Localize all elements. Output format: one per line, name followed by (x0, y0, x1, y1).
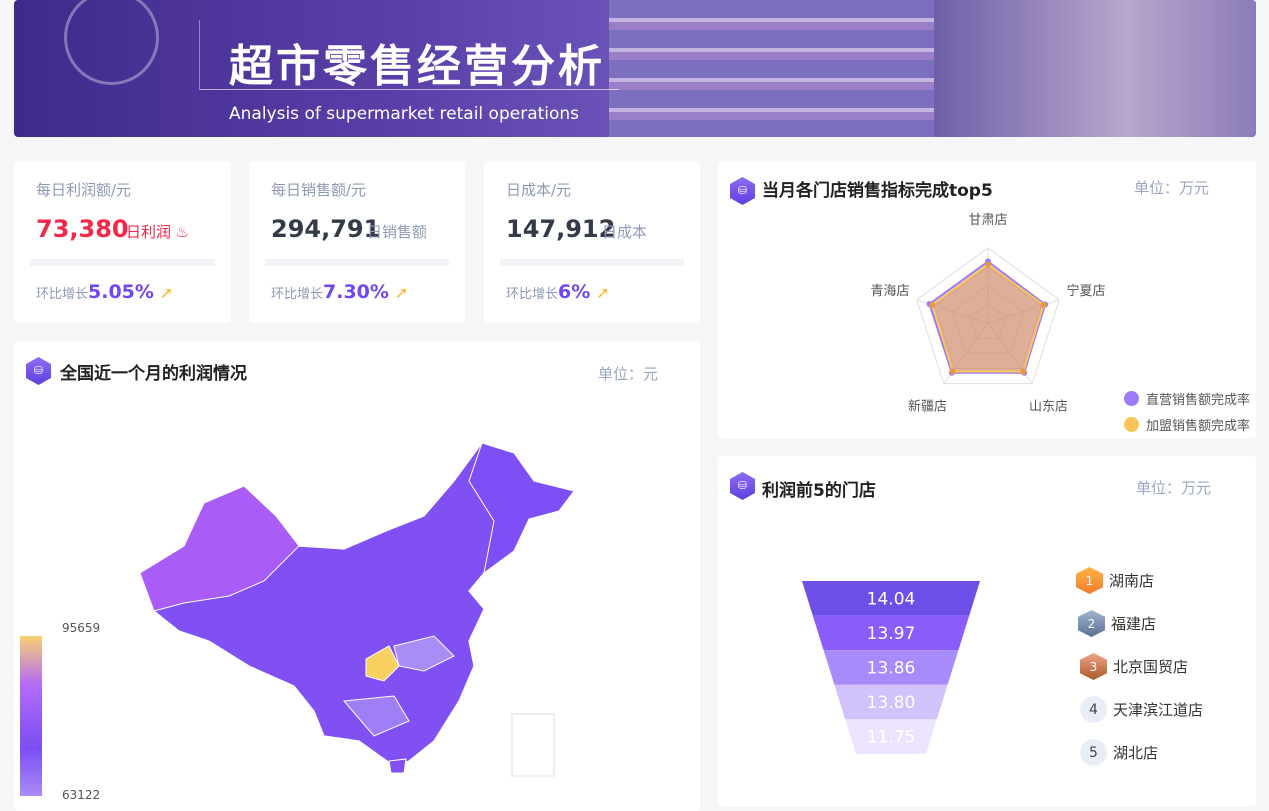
rank-item: 4 天津滨江道店 (1080, 696, 1203, 723)
panel-icon: ⛁ (730, 472, 755, 500)
trend-up-icon: ➚ (159, 283, 174, 302)
map-region-hubei (393, 635, 455, 672)
trend-up-icon: ➚ (394, 283, 409, 302)
funnel-label: 11.75 (867, 728, 916, 748)
kpi-card-cost: 日成本/元 147,912 日成本 环比增长6% ➚ (484, 161, 700, 323)
funnel-segment (823, 650, 959, 685)
bronze-medal-icon: 3 (1080, 653, 1107, 680)
visual-map-bar[interactable] (20, 636, 42, 796)
kpi-value: 147,912 (506, 215, 616, 243)
map-panel: ⛁ 全国近一个月的利润情况 单位：元 95659 63122 (14, 341, 700, 811)
radar-indicator-label: 甘肃店 (968, 213, 1007, 228)
map-region-hainan (388, 758, 407, 774)
funnel-label: 14.04 (867, 589, 916, 609)
panel-title: 全国近一个月的利润情况 (60, 364, 247, 384)
panel-unit: 单位：万元 (1136, 479, 1212, 497)
kpi-unit: 日利润 ♨ (126, 223, 190, 241)
rank-number: 5 (1080, 739, 1107, 766)
funnel-segment (812, 615, 970, 651)
legend-direct[interactable]: 直营销售额完成率 (1124, 389, 1250, 408)
visual-map-max: 95659 (62, 621, 100, 635)
kpi-label: 日成本/元 (506, 181, 572, 199)
banner-ring-decoration (64, 0, 159, 85)
kpi-card-profit: 每日利润额/元 73,380 日利润 ♨ 环比增长5.05% ➚ (14, 161, 231, 323)
radar-point (929, 301, 936, 308)
kpi-label: 每日利润额/元 (36, 181, 132, 199)
divider (30, 259, 215, 266)
radar-point (985, 261, 991, 268)
china-map[interactable]: 95659 63122 (14, 341, 700, 811)
funnel-label: 13.86 (867, 659, 916, 679)
legend-dot (1124, 391, 1139, 406)
rank-item: 3 北京国贸店 (1080, 653, 1188, 680)
page-title: 超市零售经营分析 (229, 41, 605, 92)
rank-item: 1 湖南店 (1076, 567, 1154, 594)
fire-icon: ♨ (175, 223, 190, 241)
panel-title: 利润前5的门店 (762, 481, 876, 501)
kpi-label: 每日销售额/元 (271, 181, 367, 199)
silver-medal-icon: 2 (1078, 610, 1105, 637)
funnel-panel: ⛁ 利润前5的门店 单位：万元 14.04 13.97 13.86 13.80 11.7… (718, 456, 1256, 806)
kpi-unit: 日销售额 (367, 223, 428, 241)
visual-map-min: 63122 (62, 788, 100, 802)
banner-image-shelves (609, 0, 934, 137)
map-region-chongqing (365, 645, 400, 682)
south-sea-inset (511, 713, 555, 777)
kpi-growth: 环比增长7.30% ➚ (271, 281, 409, 303)
radar-point (1040, 301, 1047, 308)
radar-indicator-label: 山东店 (1029, 399, 1068, 414)
map-region-xinjiang (139, 485, 300, 612)
legend-dot (1124, 417, 1139, 432)
banner-frame-decoration (199, 20, 619, 90)
page-subtitle: Analysis of supermarket retail operation… (229, 104, 580, 124)
divider (500, 259, 684, 266)
divider (265, 259, 449, 266)
banner-image-shopper (934, 0, 1256, 137)
radar-indicator-label: 宁夏店 (1066, 283, 1105, 299)
kpi-card-sales: 每日销售额/元 294,791 日销售额 环比增长7.30% ➚ (249, 161, 465, 323)
trend-up-icon: ➚ (596, 283, 610, 302)
map-region-northeast (468, 442, 575, 575)
panel-title: 当月各门店销售指标完成top5 (762, 181, 993, 201)
panel-unit: 单位：元 (598, 365, 659, 383)
funnel-chart: 14.04 13.97 13.86 13.80 11.75 (802, 581, 980, 754)
panel-unit: 单位：万元 (1134, 179, 1210, 197)
header-banner: 超市零售经营分析 Analysis of supermarket retail … (14, 0, 1256, 137)
rank-item: 5 湖北店 (1080, 739, 1158, 766)
funnel-segment (802, 581, 980, 616)
funnel-segment (845, 719, 937, 754)
radar-point (949, 368, 956, 375)
radar-grid-ring (916, 247, 1060, 385)
kpi-value: 73,380 (36, 215, 129, 243)
radar-series-area (931, 263, 1045, 373)
rank-number: 4 (1080, 696, 1107, 723)
radar-panel: ⛁ 当月各门店销售指标完成top5 单位：万元 甘肃店 宁夏店 山东店 新疆店 青海店 … (718, 161, 1256, 438)
funnel-label: 13.97 (867, 624, 916, 644)
radar-indicator-label: 青海店 (871, 284, 910, 299)
rank-item: 2 福建店 (1078, 610, 1156, 637)
radar-indicator-label: 新疆店 (908, 398, 947, 414)
panel-icon: ⛁ (730, 177, 755, 205)
gold-medal-icon: 1 (1076, 567, 1103, 594)
kpi-unit: 日成本 (602, 223, 648, 241)
kpi-growth: 环比增长6% ➚ (506, 281, 610, 303)
radar-point (1020, 368, 1027, 375)
funnel-label: 13.80 (867, 693, 916, 713)
kpi-growth: 环比增长5.05% ➚ (36, 281, 174, 303)
funnel-segment (834, 684, 948, 720)
map-region-guangxi (342, 695, 410, 737)
kpi-value: 294,791 (271, 215, 381, 243)
legend-franchise[interactable]: 加盟销售额完成率 (1124, 415, 1250, 434)
